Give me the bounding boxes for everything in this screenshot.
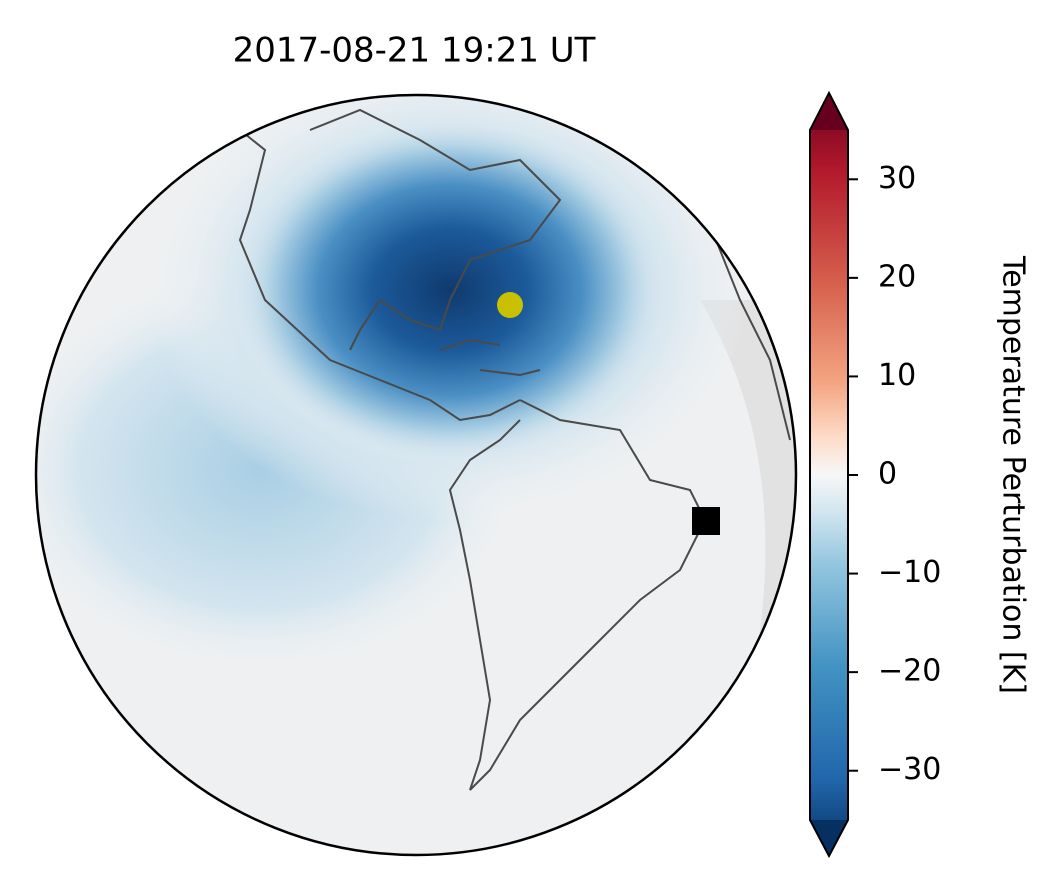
- colorbar-tick-label: −30: [878, 752, 941, 787]
- title: 2017-08-21 19:21 UT: [233, 31, 596, 71]
- colorbar-ticks: −30 −20 −10 0 10 20 30: [848, 161, 941, 787]
- colorbar-tick-label: 10: [878, 358, 916, 393]
- colorbar-label: Temperature Perturbation [K]: [996, 255, 1031, 694]
- colorbar-tick-label: −20: [878, 654, 941, 689]
- colorbar-tick-label: 30: [878, 161, 916, 196]
- colorbar-tick-label: 20: [878, 259, 916, 294]
- colorbar-tick-label: 0: [878, 457, 897, 492]
- colorbar-tick-label: −10: [878, 555, 941, 590]
- globe: [36, 95, 796, 855]
- globe-outline: [34, 93, 798, 857]
- colorbar: [809, 90, 849, 859]
